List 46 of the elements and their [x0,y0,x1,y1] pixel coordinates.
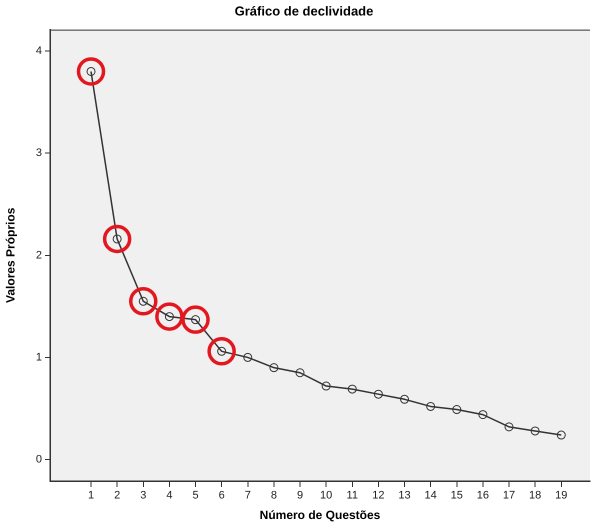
point [452,405,462,414]
x-tick-label: 1 [88,490,94,502]
point [207,337,236,366]
x-tick-label: 3 [140,490,146,502]
x-tick-label: 11 [346,490,358,502]
x-tick-label: 4 [166,490,172,502]
point [296,368,305,378]
x-tick-label: 17 [502,490,516,502]
point [530,426,540,436]
x-tick-label: 9 [296,490,304,502]
x-tick-label: 18 [529,490,542,502]
y-tick-label: 2 [36,249,42,262]
point [426,402,436,411]
point [76,57,106,86]
point [348,384,357,394]
point [243,352,252,362]
x-tick-label: 10 [320,490,332,502]
x-tick-label: 19 [555,490,568,502]
x-tick-label: 7 [244,490,251,502]
x-tick-label: 14 [424,490,437,502]
y-axis-title: Valores Próprios [4,207,18,303]
y-tick-label: 1 [36,351,42,364]
x-tick-label: 16 [476,490,490,502]
point [102,224,132,254]
y-tick-label: 4 [36,45,42,58]
point [478,410,488,420]
x-tick-label: 8 [270,490,277,502]
point [556,430,566,440]
x-tick-label: 6 [218,490,225,502]
point [400,394,410,404]
point [155,302,184,331]
point [181,305,210,334]
chart-title: Gráfico de declividade [234,3,374,18]
point [504,422,514,432]
x-tick-label: 12 [372,490,385,502]
x-tick-label: 13 [398,490,411,502]
point [374,390,383,399]
point [269,363,278,372]
x-axis-title: Número de Questões [260,508,381,522]
x-tick-label: 15 [450,490,463,502]
point [322,382,331,391]
y-tick-label: 3 [36,147,42,160]
point [129,287,158,316]
x-tick-label: 2 [114,490,120,502]
y-tick-label: 0 [36,454,42,466]
x-tick-label: 5 [192,490,199,502]
